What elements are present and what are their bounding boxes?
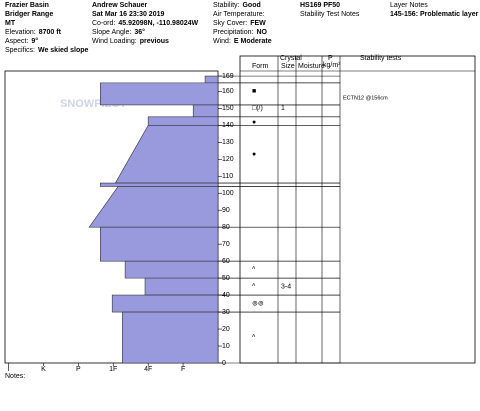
layer-bar xyxy=(111,294,219,313)
col-density: kg/m³ xyxy=(323,62,341,69)
grain-form: ^ xyxy=(252,334,256,341)
header-field: Co-ord: 45.92098N, -110.98024W xyxy=(92,20,199,27)
field-value: previous xyxy=(140,38,169,45)
field-label: Co-ord: xyxy=(92,20,115,27)
grain-form: ⊚⊚ xyxy=(252,300,264,307)
field-value: Good xyxy=(242,2,260,9)
grain-form: ^ xyxy=(252,283,256,290)
x-tick-label: P xyxy=(76,366,81,373)
field-label: Sky Cover: xyxy=(213,20,247,27)
header-text: Layer Notes xyxy=(390,2,428,9)
layer-bar xyxy=(122,311,219,364)
col-moisture: Moisture xyxy=(298,63,325,70)
y-tick-label: 70 xyxy=(222,241,230,248)
y-tick-label: 10 xyxy=(222,343,230,350)
y-tick-label: 20 xyxy=(222,326,230,333)
field-value: NO xyxy=(256,29,267,36)
col-crystal: Crystal xyxy=(280,55,302,62)
field-label: Precipitation: xyxy=(213,29,254,36)
y-tick-label: 80 xyxy=(222,224,230,231)
layer-bar xyxy=(114,125,219,184)
y-tick-label: 30 xyxy=(222,309,230,316)
grain-form: ● xyxy=(252,151,256,158)
y-tick-label: 50 xyxy=(222,275,230,282)
col-size: Size xyxy=(281,63,295,70)
header-text: Bridger Range xyxy=(5,11,53,18)
layer-bar xyxy=(100,182,219,187)
grain-form: ■ xyxy=(252,88,256,95)
header-field: Air Temperature: xyxy=(213,11,265,18)
field-label: Wind Loading: xyxy=(92,38,137,45)
x-tick-label: 1F xyxy=(109,366,117,373)
header-field: Wind: E Moderate xyxy=(213,38,272,45)
header-text: Frazier Basin xyxy=(5,2,49,9)
y-tick-label: 100 xyxy=(222,190,234,197)
x-tick-label: K xyxy=(41,366,46,373)
y-tick-label: 110 xyxy=(222,173,233,180)
field-value: We skied slope xyxy=(38,47,89,54)
y-tick-label: 150 xyxy=(222,105,234,112)
grain-size: 3-4 xyxy=(281,283,291,290)
layer-bar xyxy=(144,277,219,296)
grain-form: ● xyxy=(252,119,256,126)
field-value: 9° xyxy=(31,37,38,45)
y-tick-label: 120 xyxy=(222,156,234,163)
table-frame xyxy=(239,55,476,364)
y-tick-label: 60 xyxy=(222,258,230,265)
field-value: FEW xyxy=(250,20,266,27)
x-tick-label: F xyxy=(181,366,185,373)
layer-bar xyxy=(88,186,219,228)
field-value: 8700 ft xyxy=(39,29,62,36)
header-field: Wind Loading: previous xyxy=(92,38,169,45)
layer-bar xyxy=(147,116,219,126)
table-columns xyxy=(240,56,475,363)
header-text: Stability Test Notes xyxy=(300,11,360,18)
field-value: E Moderate xyxy=(234,38,272,45)
header-text: Andrew Schauer xyxy=(92,2,148,9)
header-text: HS169 PF50 xyxy=(300,2,340,9)
layer-bar xyxy=(100,226,219,262)
header-field: Aspect: 9° xyxy=(5,37,38,45)
header-field: Elevation: 8700 ft xyxy=(5,29,62,36)
layer-bar xyxy=(192,104,219,118)
grain-form: ^ xyxy=(252,266,256,273)
y-tick-label: 130 xyxy=(222,139,234,146)
header-field: Specifics: We skied slope xyxy=(5,47,89,54)
stability-test: ECTN12 @156cm xyxy=(343,96,388,102)
header-text: MT xyxy=(5,20,16,27)
grain-form: □(/) xyxy=(252,105,263,112)
field-label: Specifics: xyxy=(5,47,35,54)
y-tick-label: 40 xyxy=(222,292,230,299)
field-label: Aspect: xyxy=(5,38,28,45)
header-field: Stability: Good xyxy=(213,2,261,9)
field-label: Stability: xyxy=(213,2,240,9)
y-tick-label: 169 xyxy=(222,73,234,80)
header-field: Sky Cover: FEW xyxy=(213,20,266,27)
grain-size: 1 xyxy=(281,105,285,112)
layer-bar xyxy=(204,75,219,84)
y-tick-label: 140 xyxy=(222,122,234,129)
notes: Notes: xyxy=(5,373,25,380)
header-text: Sat Mar 16 23:30 2019 xyxy=(92,11,164,18)
layer-bar xyxy=(124,260,219,279)
field-label: Wind: xyxy=(213,38,231,45)
y-tick-label: 90 xyxy=(222,207,230,214)
header-field: Precipitation: NO xyxy=(213,29,268,36)
col-stability: Stability tests xyxy=(360,55,402,62)
header-text: 145-156: Problematic layer xyxy=(390,11,479,18)
x-tick-label: 4F xyxy=(144,366,152,373)
field-value: 36° xyxy=(134,28,145,36)
header-field: Slope Angle: 36° xyxy=(92,28,145,36)
field-label: Elevation: xyxy=(5,29,36,36)
col-p: P xyxy=(328,55,333,62)
field-label: Air Temperature: xyxy=(213,11,265,18)
y-tick-label: 160 xyxy=(222,88,234,95)
y-tick-label: 0 xyxy=(222,360,226,367)
layer-bar xyxy=(100,82,219,106)
field-value: 45.92098N, -110.98024W xyxy=(118,20,198,27)
field-label: Slope Angle: xyxy=(92,29,131,36)
col-form: Form xyxy=(252,63,269,70)
x-tick-label: I xyxy=(8,366,10,373)
